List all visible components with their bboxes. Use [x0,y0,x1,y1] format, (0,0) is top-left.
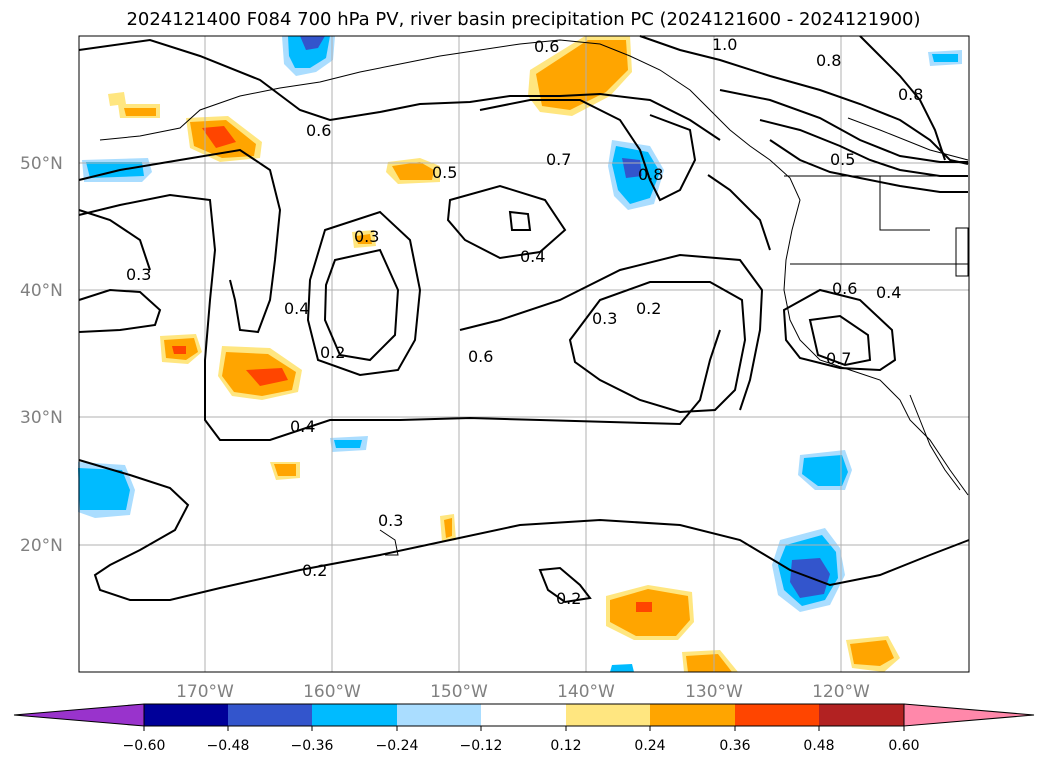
contour-label: 0.3 [592,309,617,328]
lat-label-30n: 30°N [20,408,63,428]
colorbar-segment [819,704,904,726]
contour-label: 0.5 [432,163,457,182]
colorbar-segment [397,704,481,726]
lon-label-140w: 140°W [557,682,615,702]
contour-label: 0.2 [302,561,327,580]
contour-label: 0.6 [534,37,559,56]
contour-label: 0.4 [520,247,545,266]
colorbar-segment [481,704,566,726]
contour-label: 0.5 [830,150,855,169]
colorbar-segment [312,704,397,726]
lat-labels: 50°N 40°N 30°N 20°N [20,154,63,556]
colorbar-segment [228,704,312,726]
colorbar-tick: 0.48 [803,738,834,754]
colorbar-segment [903,703,1035,727]
contour-label: 0.2 [320,343,345,362]
colorbar-tick: 0.12 [550,738,581,754]
colorbar-segment [13,703,145,727]
colorbar-segment [650,704,735,726]
lat-label-20n: 20°N [20,536,63,556]
contour-label: 0.3 [378,511,403,530]
contour-label: 0.4 [876,283,901,302]
contour-label: 0.2 [556,589,581,608]
lon-label-150w: 150°W [430,682,488,702]
contour-label: 0.3 [126,265,151,284]
contour-label: 0.4 [284,299,309,318]
contour-label: 0.6 [832,279,857,298]
colorbar-segment [735,704,819,726]
lat-label-50n: 50°N [20,154,63,174]
map-title: 2024121400 F084 700 hPa PV, river basin … [126,9,921,30]
lon-labels: 170°W 160°W 150°W 140°W 130°W 120°W [176,682,870,702]
contour-label: 0.8 [816,51,841,70]
contour-label: 0.6 [468,347,493,366]
lat-label-40n: 40°N [20,281,63,301]
contour-labels: 0.6 1.0 0.8 0.8 0.6 0.5 0.7 0.8 0.5 0.3 … [126,35,923,608]
colorbar-tick: −0.60 [123,738,166,754]
lon-label-160w: 160°W [303,682,361,702]
contour-label: 0.8 [638,165,663,184]
contour-label: 0.4 [290,417,315,436]
colorbar-tick: −0.48 [207,738,250,754]
colorbar-tick: −0.12 [460,738,503,754]
colorbar-tick: 0.24 [634,738,665,754]
colorbar-segment [566,704,650,726]
colorbar-segment [144,704,228,726]
colorbar-tick: −0.36 [291,738,334,754]
contour-label: 1.0 [712,35,737,54]
contour-label: 0.2 [636,299,661,318]
lon-label-170w: 170°W [176,682,234,702]
contour-label: 0.3 [354,227,379,246]
contour-label: 0.7 [826,349,851,368]
contour-label: 0.7 [546,150,571,169]
contour-label: 0.8 [898,85,923,104]
colorbar-tick: −0.24 [376,738,419,754]
colorbar-tick: 0.36 [719,738,750,754]
lon-label-130w: 130°W [685,682,743,702]
contour-label: 0.6 [306,121,331,140]
colorbar-frame [143,703,905,727]
pv-contours [78,35,970,604]
lon-label-120w: 120°W [812,682,870,702]
colorbar-tick: 0.60 [888,738,919,754]
map-frame [78,35,970,673]
colorbar: −0.60 −0.48 −0.36 −0.24 −0.12 0.12 0.24 … [13,703,1035,754]
